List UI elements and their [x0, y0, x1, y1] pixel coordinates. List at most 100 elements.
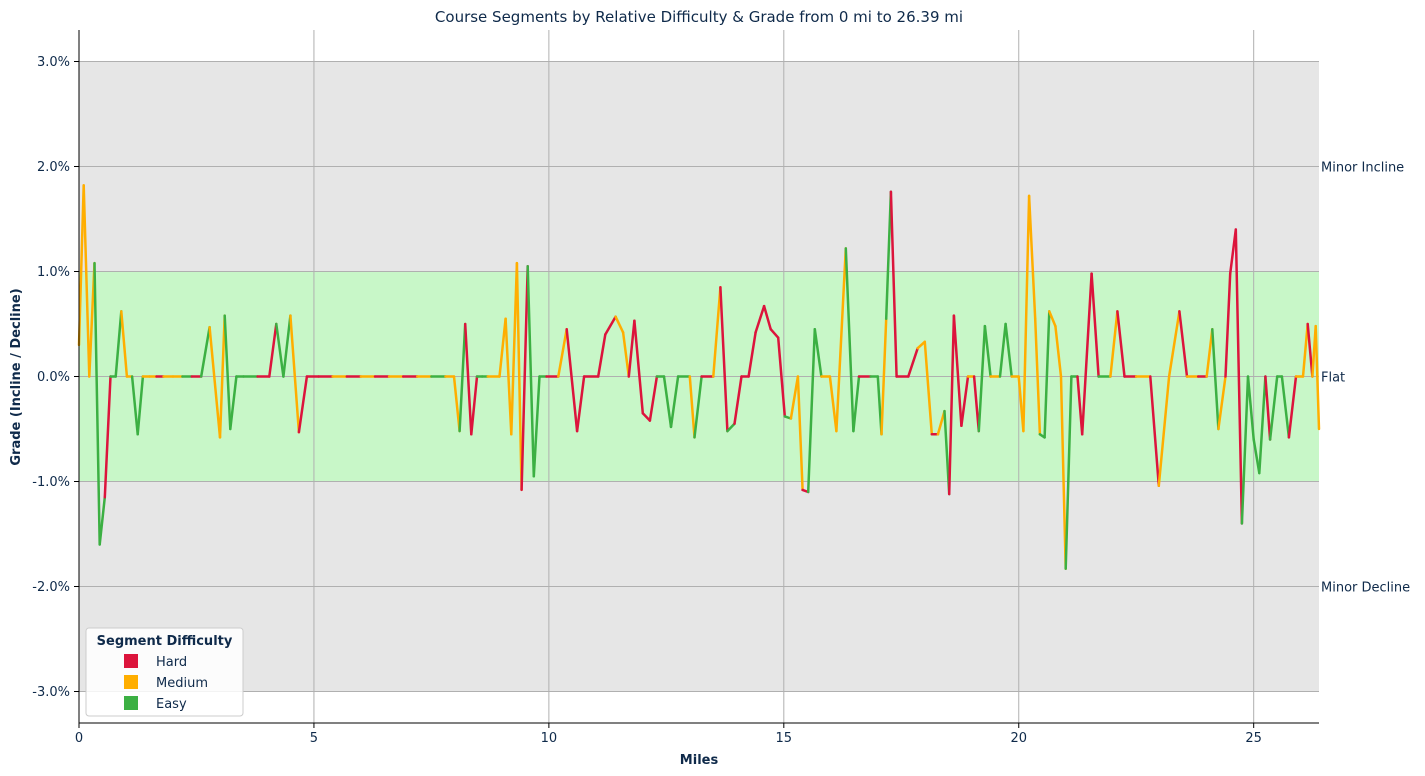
segment-line [1287, 375, 1298, 439]
segment-line [688, 375, 696, 439]
segment-line [1004, 322, 1013, 378]
segment-line [596, 333, 607, 378]
segment-line [218, 314, 226, 439]
segment-line [515, 261, 523, 492]
segment-line [93, 261, 101, 546]
x-tick-label: 5 [310, 731, 318, 746]
legend-title: Segment Difficulty [97, 634, 233, 649]
segment-line [463, 322, 473, 436]
y-axis-label: Grade (Incline / Decline) [9, 288, 24, 465]
segment-line [852, 375, 861, 433]
y-tick-label: 2.0% [37, 160, 70, 175]
segment-line [693, 375, 703, 439]
segment-line [789, 375, 800, 420]
segment-line [627, 319, 636, 378]
y-tick-label: -1.0% [32, 475, 70, 490]
segment-line [828, 375, 838, 433]
legend-label-medium: Medium [156, 676, 208, 691]
chart-title: Course Segments by Relative Difficulty &… [435, 8, 963, 26]
segment-line [1234, 228, 1244, 525]
segment-line [960, 375, 970, 428]
x-tick-label: 0 [75, 731, 83, 746]
segment-line [1252, 438, 1261, 475]
segment-line [120, 310, 129, 378]
segment-line [1059, 375, 1067, 570]
segment-line [641, 412, 652, 422]
segment-line [1054, 324, 1063, 378]
segment-line [621, 331, 631, 378]
segment-line [762, 304, 772, 331]
segment-line [726, 422, 736, 433]
segment-line [776, 336, 787, 418]
y-tick-label: 3.0% [37, 55, 70, 70]
segment-line [282, 314, 292, 378]
x-axis-label: Miles [680, 753, 719, 768]
segment-line [275, 322, 285, 378]
segment-line [947, 314, 956, 496]
segment-line [747, 331, 757, 378]
segment-line [557, 327, 568, 378]
segment-line [1268, 375, 1279, 441]
band-label: Minor Incline [1321, 161, 1404, 176]
segment-line [813, 327, 823, 378]
segment-line [1109, 310, 1119, 378]
y-tick-label: 0.0% [37, 370, 70, 385]
segment-line [268, 322, 278, 378]
legend: Segment Difficulty Hard Medium Easy [85, 627, 244, 717]
segment-line [1246, 375, 1255, 441]
segment-line [504, 317, 513, 436]
legend-box [85, 627, 244, 717]
segment-line [1167, 310, 1181, 378]
segment-line [1149, 375, 1161, 487]
legend-swatch-hard [124, 654, 138, 668]
segment-line [510, 261, 519, 436]
segment-line [130, 375, 139, 436]
segment-line [1090, 272, 1100, 378]
segment-line [1033, 317, 1042, 436]
band-label: Flat [1321, 371, 1345, 386]
segment-line [936, 409, 946, 436]
segment-line [648, 375, 659, 422]
segment-line [1217, 375, 1227, 431]
segment-line [1027, 194, 1037, 321]
segment-line [1205, 327, 1214, 378]
segment-line [796, 375, 804, 492]
legend-label-hard: Hard [156, 655, 187, 670]
segment-line [916, 340, 927, 350]
segment-line [719, 286, 729, 433]
segment-line [889, 190, 898, 378]
segment-line [1224, 272, 1232, 378]
segment-line [712, 286, 722, 378]
x-tick-label: 15 [776, 731, 793, 746]
segment-line [289, 314, 301, 434]
x-tick-label: 10 [541, 731, 558, 746]
segment-line [907, 346, 919, 378]
segment-line [983, 324, 992, 378]
segment-line [1258, 375, 1267, 475]
y-tick-label: -3.0% [32, 685, 70, 700]
segment-line [223, 314, 232, 431]
segment-line [769, 327, 780, 339]
segment-line [1157, 375, 1171, 487]
segment-line [77, 184, 85, 347]
segment-line [565, 327, 579, 433]
segment-line [754, 304, 766, 334]
segment-line [1240, 375, 1250, 525]
segment-line [136, 375, 145, 436]
segment-line [114, 310, 123, 378]
segment-line [82, 184, 91, 378]
x-tick-label: 20 [1010, 731, 1027, 746]
segment-line [806, 327, 817, 494]
segment-line [633, 319, 645, 415]
segment-line [452, 375, 461, 433]
segment-line [103, 375, 112, 499]
y-tick-label: -2.0% [32, 580, 70, 595]
segment-line [1048, 310, 1057, 328]
segment-line [614, 315, 625, 334]
segment-line [972, 375, 981, 433]
segment-line [1314, 324, 1321, 431]
segment-line [880, 317, 888, 436]
segment-line [470, 375, 479, 436]
segment-line [733, 375, 743, 426]
